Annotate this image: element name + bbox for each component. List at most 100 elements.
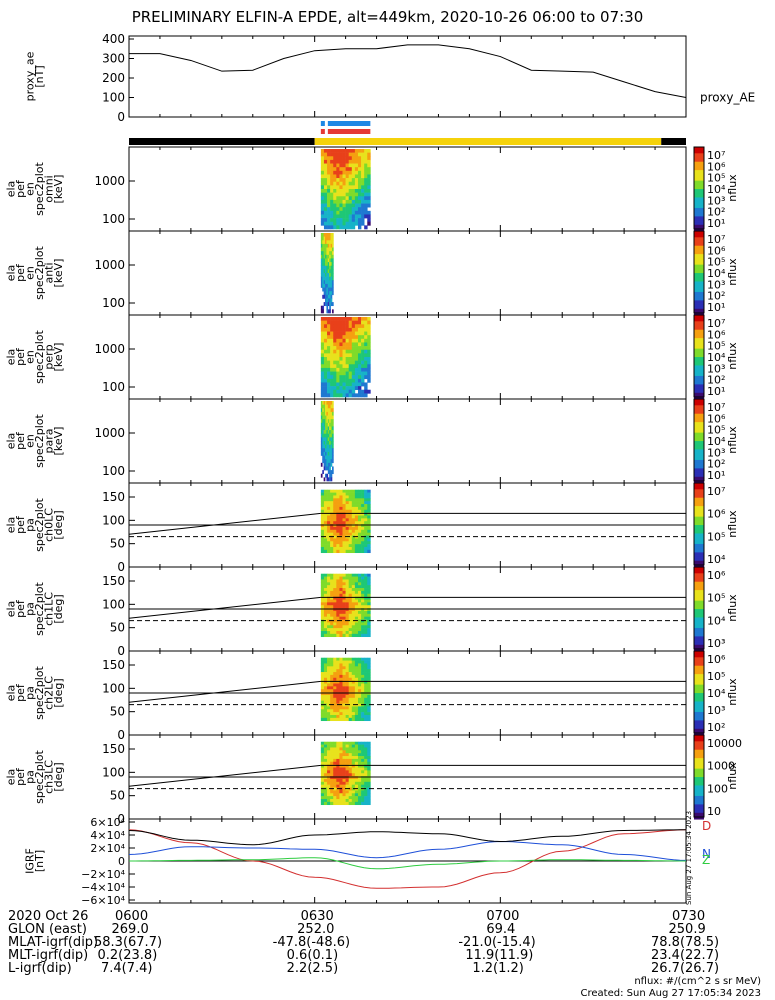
- spectrogram-cell: [342, 703, 346, 707]
- y-tick-label: 300: [102, 52, 125, 66]
- colorbar-tick-label: 10³: [707, 278, 725, 291]
- spectrogram-cell: [367, 582, 371, 586]
- spectrogram-cell: [339, 495, 343, 499]
- igrf-y-line: [128, 840, 687, 861]
- spectrogram-cell: [339, 796, 343, 800]
- spectrogram-cell: [357, 798, 362, 803]
- spectrogram-cell: [325, 401, 327, 405]
- spectrogram-cell: [354, 761, 359, 765]
- spectrogram-cell: [329, 451, 331, 456]
- spectrogram-cell: [330, 680, 334, 684]
- spectrogram-cell: [339, 174, 343, 179]
- spectrogram-cell: [367, 335, 371, 340]
- spectrogram-cell: [345, 174, 350, 179]
- spectrogram-cell: [339, 709, 343, 713]
- spectrogram-cell: [345, 712, 350, 716]
- spectrogram-cell: [342, 657, 346, 661]
- spectrogram-cell: [345, 521, 350, 525]
- spectrogram-cell: [320, 767, 325, 771]
- y-axis-label-line: ch1LC: [42, 592, 55, 626]
- spectrogram-cell: [354, 544, 359, 548]
- spectrogram-cell: [357, 378, 362, 383]
- spectrogram-cell: [339, 741, 343, 745]
- colorbar-swatch: [694, 785, 704, 789]
- spectrogram-cell: [339, 504, 343, 508]
- colorbar-swatch: [694, 718, 704, 721]
- colorbar-swatch: [694, 285, 704, 289]
- spectrogram-cell: [351, 753, 356, 757]
- spectrogram-cell: [323, 677, 328, 681]
- spectrogram-cell: [348, 364, 353, 369]
- spectrogram-cell: [364, 364, 368, 369]
- spectrogram-cell: [361, 389, 365, 394]
- spectrogram-cell: [320, 741, 325, 745]
- spectrogram-cell: [336, 317, 340, 321]
- spectrogram-cell: [345, 163, 350, 168]
- spectrogram-cell: [323, 544, 328, 548]
- spectrogram-cell: [330, 189, 334, 193]
- spectrogram-cell: [329, 473, 331, 478]
- spectrogram-cell: [351, 694, 356, 699]
- spectrogram-cell: [323, 622, 328, 626]
- spectrogram-cell: [327, 666, 331, 670]
- colorbar-swatch: [694, 770, 704, 774]
- spectrogram-cell: [348, 608, 353, 612]
- spectrogram-cell: [327, 320, 331, 325]
- spectrogram-cell: [345, 357, 350, 361]
- spectrogram-cell: [327, 756, 331, 760]
- colorbar-swatch: [694, 577, 704, 581]
- spectrogram-cell: [342, 509, 346, 513]
- spectrogram-cell: [323, 247, 326, 252]
- spectrogram-cell: [357, 709, 362, 713]
- spectrogram-cell: [348, 541, 353, 545]
- spectrogram-cell: [339, 189, 343, 193]
- spectrogram-cell: [336, 541, 340, 545]
- spectrogram-cell: [331, 426, 334, 431]
- spectrogram-cell: [333, 660, 337, 664]
- colorbar-swatch: [694, 472, 704, 476]
- spectrogram-cell: [323, 717, 328, 722]
- spectrogram-cell: [345, 573, 350, 577]
- colorbar-swatch: [694, 562, 704, 566]
- colorbar-swatch: [694, 735, 704, 738]
- spectrogram-cell: [331, 276, 334, 281]
- spectrogram-cell: [336, 371, 340, 376]
- spectrogram-cell: [342, 515, 346, 519]
- spectrogram-cell: [361, 712, 365, 716]
- spectrogram-cell: [333, 367, 337, 372]
- spectrogram-cell: [336, 544, 340, 548]
- spectrogram-cell: [330, 444, 333, 449]
- spectrogram-cell: [351, 327, 356, 332]
- spectrogram-cell: [357, 610, 362, 615]
- spectrogram-cell: [330, 159, 334, 164]
- spectrogram-cell: [333, 582, 337, 586]
- colorbar-tick-label: 10⁴: [707, 267, 726, 280]
- spectrogram-cell: [320, 663, 325, 667]
- spectrogram-cell: [357, 152, 362, 157]
- spectrogram-cell: [367, 798, 371, 803]
- spectrogram-cell: [351, 674, 356, 679]
- spectrogram-cell: [320, 254, 323, 259]
- colorbar-swatch: [694, 333, 704, 337]
- spectrogram-cell: [320, 214, 325, 219]
- spectrogram-cell: [351, 207, 356, 212]
- spectrogram-cell: [330, 185, 334, 190]
- spectrogram-cell: [342, 622, 346, 626]
- spectrogram-cell: [333, 504, 337, 508]
- spectrogram-cell: [348, 787, 353, 791]
- spectrogram-cell: [320, 276, 323, 281]
- spectrogram-cell: [339, 625, 343, 629]
- spectrogram-cell: [361, 573, 365, 577]
- spectrogram-cell: [354, 573, 359, 577]
- spectrogram-cell: [323, 283, 326, 288]
- colorbar-tick-label: 10³: [707, 637, 725, 650]
- spectrogram-cell: [367, 672, 371, 676]
- spectrogram-cell: [342, 588, 346, 592]
- spectrogram-cell: [339, 335, 343, 340]
- spectrogram-cell: [364, 622, 368, 626]
- spectrogram-cell: [327, 549, 331, 554]
- spectrogram-cell: [323, 773, 328, 777]
- spectrogram-cell: [342, 495, 346, 499]
- orbit-value: 69.4: [486, 922, 516, 937]
- colorbar-swatch: [694, 279, 704, 282]
